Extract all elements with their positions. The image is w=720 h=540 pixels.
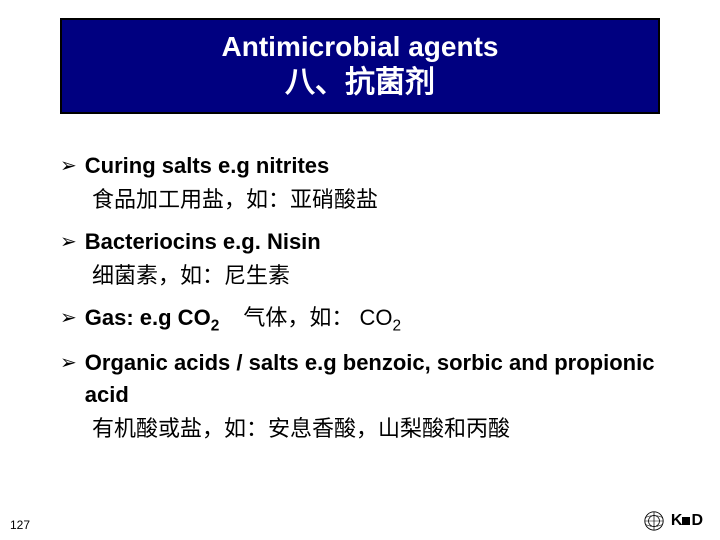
square-icon — [682, 517, 690, 525]
bullet-text: Organic acids / salts e.g benzoic, sorbi… — [85, 347, 670, 411]
title-box: Antimicrobial agents 八、抗菌剂 — [60, 18, 660, 114]
who-emblem-icon — [643, 510, 665, 532]
bullet-item: ➢ Organic acids / salts e.g benzoic, sor… — [60, 347, 670, 411]
slide: Antimicrobial agents 八、抗菌剂 ➢ Curing salt… — [0, 0, 720, 540]
arrow-icon: ➢ — [60, 304, 77, 333]
bullet-item: ➢ Curing salts e.g nitrites — [60, 150, 670, 182]
bullet-subline: 有机酸或盐，如：安息香酸，山梨酸和丙酸 — [92, 413, 670, 445]
bullet-subline: 食品加工用盐，如：亚硝酸盐 — [92, 184, 670, 216]
bullet-text-en: Gas: e.g CO2 — [85, 305, 219, 330]
bullet-item: ➢ Gas: e.g CO2 气体，如： CO2 — [60, 302, 670, 338]
bullet-subline: 细菌素，如：尼生素 — [92, 260, 670, 292]
kd-logo-text-d: D — [691, 512, 702, 530]
bullet-text: Curing salts e.g nitrites — [85, 150, 330, 182]
bullet-text-zh: 气体，如： CO2 — [243, 305, 401, 330]
arrow-icon: ➢ — [60, 152, 77, 181]
bullet-text: Bacteriocins e.g. Nisin — [85, 226, 321, 258]
title-english: Antimicrobial agents — [222, 30, 499, 64]
kd-logo-text-k: K — [671, 512, 682, 530]
logo-area: KD — [643, 510, 702, 532]
title-chinese: 八、抗菌剂 — [285, 63, 435, 102]
kd-logo: KD — [671, 512, 702, 530]
body-content: ➢ Curing salts e.g nitrites 食品加工用盐，如：亚硝酸… — [60, 140, 670, 445]
page-number: 127 — [10, 518, 30, 532]
bullet-item: ➢ Bacteriocins e.g. Nisin — [60, 226, 670, 258]
arrow-icon: ➢ — [60, 349, 77, 378]
bullet-text: Gas: e.g CO2 气体，如： CO2 — [85, 302, 401, 338]
arrow-icon: ➢ — [60, 228, 77, 257]
